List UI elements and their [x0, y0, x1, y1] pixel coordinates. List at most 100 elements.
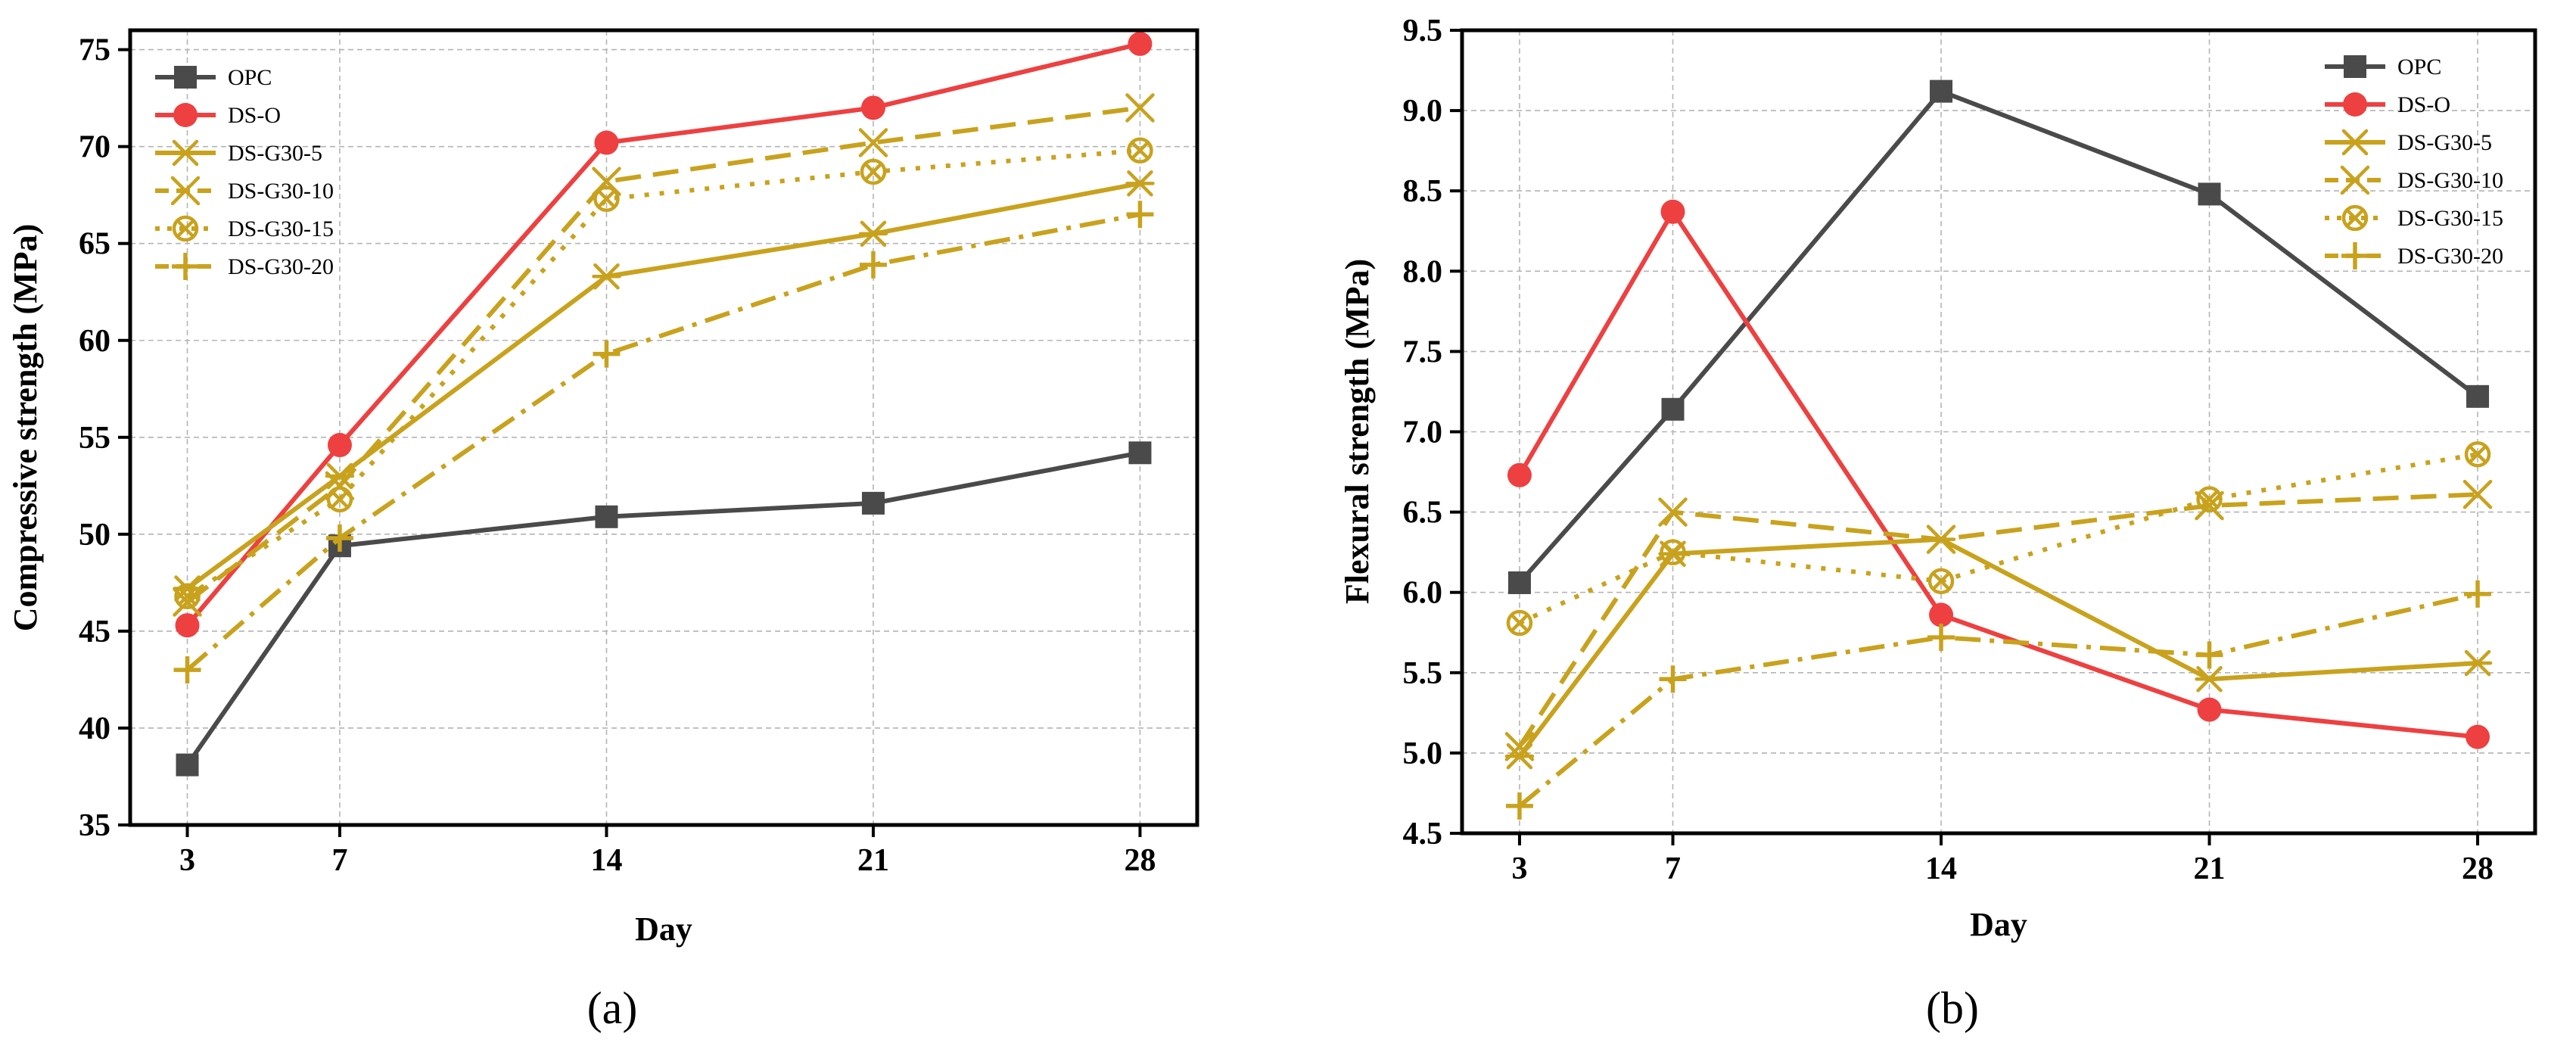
chart-b-point-ds-g30-20-14 — [1927, 624, 1955, 652]
chart-b-y-tick-label-6: 7.5 — [1403, 335, 1443, 369]
chart-b-point-ds-g30-15-14 — [1927, 568, 1955, 595]
chart-a-y-tick-label-6: 65 — [79, 227, 110, 262]
chart-a-y-tick-label-3: 50 — [79, 518, 110, 553]
chart-b-legend-marker-ds-g30-15 — [2341, 204, 2369, 232]
chart-b-legend-item-ds-o: DS-O — [2325, 92, 2450, 117]
chart-b-legend-item-ds-g30-15: DS-G30-15 — [2325, 204, 2503, 232]
chart-b-point-ds-g30-20-3 — [1505, 792, 1533, 820]
chart-a-y-axis-title: Compressive strength (MPa) — [7, 224, 44, 632]
chart-a-y-tick-label-1: 40 — [79, 711, 110, 746]
chart-a-point-opc-28 — [1128, 441, 1152, 465]
chart-b-y-tick-label-8: 8.5 — [1403, 174, 1443, 209]
chart-b-panel-label: (b) — [1926, 983, 1979, 1033]
chart-b-y-tick-label-7: 8.0 — [1403, 254, 1443, 289]
chart-b-legend-item-opc: OPC — [2325, 54, 2441, 79]
chart-a-x-axis-title: Day — [635, 910, 692, 948]
chart-b-series-ds-g30-20 — [1505, 580, 2492, 820]
chart-b-point-ds-o-28 — [2466, 724, 2490, 749]
chart-a-x-tick-label-2: 14 — [590, 843, 622, 878]
chart-b-x-tick-label-3: 21 — [2194, 851, 2226, 886]
chart-a-point-ds-o-28 — [1128, 31, 1153, 56]
chart-a-point-ds-g30-10-21 — [858, 128, 888, 157]
chart-b-point-ds-g30-5-21 — [2195, 666, 2224, 693]
chart-b-series-ds-g30-10 — [1504, 480, 2493, 761]
chart-b-point-ds-g30-15-21 — [2196, 486, 2223, 512]
chart-a-legend-marker-ds-o — [173, 103, 198, 127]
chart-b-legend-item-ds-g30-5: DS-G30-5 — [2325, 129, 2492, 156]
chart-b-point-ds-g30-15-7 — [1660, 539, 1686, 565]
chart-a-legend-marker-ds-g30-10 — [170, 176, 201, 206]
chart-a-point-ds-g30-20-28 — [1126, 201, 1154, 229]
chart-a-legend-item-ds-o: DS-O — [155, 103, 281, 128]
chart-b-point-ds-g30-20-7 — [1659, 665, 1687, 693]
chart-b-y-tick-label-10: 9.5 — [1403, 14, 1443, 48]
chart-a-point-ds-o-3 — [175, 613, 200, 638]
chart-b-line-ds-g30-20 — [1518, 591, 2478, 808]
chart-b-x-tick-label-2: 14 — [1925, 851, 1957, 886]
chart-a-series-ds-g30-15 — [174, 137, 1153, 610]
chart-b-y-tick-label-5: 7.0 — [1403, 416, 1443, 450]
chart-a-line-ds-g30-10 — [185, 105, 1140, 604]
chart-b-legend-item-ds-g30-10: DS-G30-10 — [2325, 165, 2503, 195]
chart-a-x-tick-label-4: 28 — [1124, 843, 1156, 878]
chart-a-point-opc-21 — [861, 491, 885, 515]
chart-b-point-ds-g30-10-7 — [1658, 497, 1688, 527]
chart-a-legend-label-opc: OPC — [228, 65, 272, 90]
chart-b-point-ds-o-21 — [2197, 697, 2222, 722]
chart-b-legend-label-ds-g30-10: DS-G30-10 — [2397, 168, 2503, 193]
chart-b-point-ds-g30-10-3 — [1504, 732, 1535, 761]
chart-panel-b: 3 7 14 21 28 4.5 5.0 5.5 6.0 6.5 7.0 7.5 8.0 8.5 9.0 9.… — [1339, 14, 2537, 1033]
chart-a-point-ds-o-14 — [594, 130, 619, 155]
chart-a-y-tick-label-8: 75 — [79, 33, 110, 68]
chart-b-y-tick-label-9: 9.0 — [1403, 94, 1443, 129]
chart-a-point-ds-g30-15-7 — [326, 486, 353, 513]
chart-b-legend-label-ds-g30-15: DS-G30-15 — [2397, 206, 2503, 231]
chart-a-legend-label-ds-g30-10: DS-G30-10 — [228, 179, 334, 204]
chart-b-point-ds-g30-20-21 — [2195, 641, 2223, 669]
chart-b-x-tick-label-0: 3 — [1511, 851, 1527, 886]
chart-a-legend-item-ds-g30-15: DS-G30-15 — [155, 215, 334, 242]
chart-a-legend-marker-ds-g30-20 — [172, 253, 199, 280]
chart-b-series — [1504, 79, 2493, 820]
chart-a-frame — [128, 28, 1199, 827]
chart-b-y-axis-title: Flexural strength (MPa) — [1339, 259, 1376, 604]
chart-b-x-tick-label-1: 7 — [1665, 851, 1681, 886]
chart-b-point-ds-g30-5-28 — [2462, 649, 2493, 677]
chart-a-legend-marker-ds-g30-15 — [172, 215, 199, 242]
chart-b-y-tick-label-3: 6.0 — [1403, 576, 1443, 611]
chart-b-x-tick-label-4: 28 — [2462, 851, 2494, 886]
chart-a-legend-label-ds-g30-5: DS-G30-5 — [228, 141, 322, 166]
chart-a-legend-item-opc: OPC — [155, 65, 272, 90]
chart-a-legend-marker-ds-g30-5 — [170, 139, 201, 167]
chart-a-point-ds-g30-5-14 — [592, 263, 621, 290]
chart-b-point-opc-28 — [2466, 384, 2490, 408]
chart-b-series-ds-g30-15 — [1506, 440, 2491, 637]
chart-b-y-tick-label-4: 6.5 — [1403, 496, 1443, 531]
chart-a-series — [173, 31, 1155, 777]
chart-a-point-ds-g30-20-7 — [325, 524, 353, 552]
chart-a-point-ds-o-21 — [860, 95, 885, 120]
chart-b-point-opc-14 — [1930, 79, 1953, 103]
chart-a-y-tick-label-4: 55 — [79, 421, 110, 456]
chart-b-point-opc-21 — [2198, 182, 2221, 206]
chart-b-point-ds-g30-15-28 — [2464, 440, 2491, 468]
chart-panel-a: 3 7 14 21 28 35 40 45 50 55 60 65 70 75 OPC DS-O DS-G30… — [7, 28, 1199, 1033]
chart-a-point-ds-o-7 — [327, 433, 352, 458]
chart-a-y-tick-label-5: 60 — [79, 324, 110, 359]
chart-a-point-ds-g30-15-21 — [860, 158, 887, 185]
chart-a-series-ds-g30-20 — [173, 201, 1154, 684]
chart-b-point-ds-o-14 — [1929, 602, 1954, 627]
chart-a-legend-label-ds-g30-20: DS-G30-20 — [228, 254, 334, 279]
chart-b-legend-marker-ds-g30-20 — [2341, 242, 2369, 269]
chart-b-point-ds-o-3 — [1507, 462, 1532, 487]
chart-a-line-ds-g30-20 — [185, 212, 1141, 672]
chart-b-legend-label-ds-g30-5: DS-G30-5 — [2397, 130, 2492, 155]
chart-b-ticks: 3 7 14 21 28 4.5 5.0 5.5 6.0 6.5 7.0 7.5 8.0 8.5 9.0 9.… — [1403, 14, 2494, 886]
chart-a-x-tick-label-3: 21 — [857, 843, 889, 878]
chart-a-point-ds-g30-10-28 — [1125, 93, 1155, 123]
chart-a-panel-label: (a) — [587, 983, 638, 1033]
chart-a-point-ds-g30-20-21 — [859, 251, 887, 279]
chart-a-point-opc-3 — [176, 753, 199, 777]
chart-a-point-ds-g30-10-3 — [173, 587, 202, 617]
chart-a-point-ds-g30-20-14 — [593, 340, 621, 368]
